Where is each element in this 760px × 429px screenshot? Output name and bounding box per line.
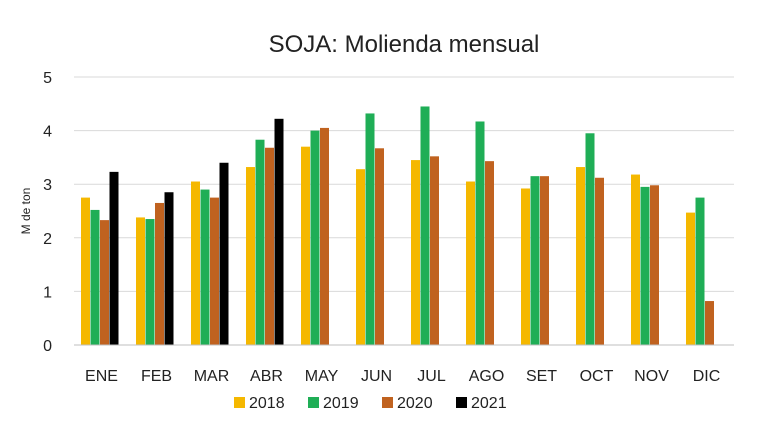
y-axis-label: M de ton [19, 188, 33, 235]
legend-label-2018: 2018 [249, 395, 285, 412]
bar-2020-ABR [265, 147, 274, 345]
legend-swatch-2019 [308, 397, 319, 408]
bar-2020-MAY [320, 127, 329, 345]
bar-2020-FEB [155, 202, 164, 345]
bar-2020-OCT [595, 177, 604, 345]
bar-2019-AGO [475, 121, 485, 345]
bar-2020-SET [540, 176, 549, 345]
x-tick-DIC: DIC [693, 368, 721, 385]
bar-2018-JUL [411, 160, 420, 345]
bar-2020-ENE [100, 220, 109, 345]
bar-2020-DIC [705, 301, 714, 345]
x-tick-JUL: JUL [417, 368, 446, 385]
legend-item-2019: 2019 [308, 395, 359, 412]
bar-2018-JUN [356, 169, 365, 345]
x-tick-SET: SET [526, 368, 557, 385]
x-tick-JUN: JUN [361, 368, 392, 385]
y-tick-2: 2 [43, 231, 52, 248]
bar-2019-OCT [585, 133, 595, 345]
legend-swatch-2018 [234, 397, 245, 408]
legend-label-2020: 2020 [397, 395, 433, 412]
bar-2018-AGO [466, 181, 475, 345]
bar-2018-MAY [301, 146, 310, 345]
y-tick-0: 0 [43, 338, 52, 355]
bar-2019-ABR [255, 139, 265, 345]
y-tick-3: 3 [43, 177, 52, 194]
chart-title: SOJA: Molienda mensual [269, 31, 540, 58]
bar-2021-ABR [274, 118, 284, 345]
legend: 2018 2019 2020 2021 [234, 395, 507, 412]
x-tick-ABR: ABR [250, 368, 283, 385]
bar-2018-NOV [631, 174, 640, 345]
bar-2019-MAY [310, 130, 320, 345]
bar-2019-JUL [420, 106, 430, 345]
y-tick-1: 1 [43, 284, 52, 301]
bar-2019-JUN [365, 113, 375, 345]
bar-2018-ABR [246, 167, 255, 345]
bar-2021-ENE [109, 171, 119, 345]
bars [81, 106, 714, 345]
legend-item-2020: 2020 [382, 395, 433, 412]
bar-2021-FEB [164, 192, 174, 345]
bar-2018-DIC [686, 212, 695, 345]
legend-swatch-2020 [382, 397, 393, 408]
y-tick-5: 5 [43, 70, 52, 87]
y-tick-4: 4 [43, 124, 52, 141]
legend-swatch-2021 [456, 397, 467, 408]
bar-2019-ENE [90, 209, 100, 345]
x-tick-NOV: NOV [634, 368, 669, 385]
x-tick-FEB: FEB [141, 368, 172, 385]
x-tick-labels: ENE FEB MAR ABR MAY JUN JUL AGO SET OCT NOV DIC [85, 368, 720, 385]
bar-2018-FEB [136, 217, 145, 345]
bar-2019-SET [530, 176, 540, 345]
legend-label-2021: 2021 [471, 395, 507, 412]
x-tick-OCT: OCT [580, 368, 614, 385]
bar-2019-MAR [200, 189, 210, 345]
legend-item-2021: 2021 [456, 395, 507, 412]
bar-2018-SET [521, 188, 530, 345]
bar-2019-FEB [145, 219, 155, 345]
bar-2018-OCT [576, 167, 585, 345]
legend-label-2019: 2019 [323, 395, 359, 412]
bar-2020-MAR [210, 197, 219, 345]
bar-2018-MAR [191, 181, 200, 345]
bar-2020-JUL [430, 156, 439, 345]
bar-2018-ENE [81, 197, 90, 345]
x-tick-ENE: ENE [85, 368, 118, 385]
x-tick-MAY: MAY [305, 368, 339, 385]
x-tick-MAR: MAR [194, 368, 230, 385]
bar-2019-NOV [640, 186, 650, 345]
bar-2019-DIC [695, 197, 705, 345]
gridlines [74, 76, 734, 292]
x-tick-AGO: AGO [469, 368, 505, 385]
bar-2020-JUN [375, 148, 384, 345]
legend-item-2018: 2018 [234, 395, 285, 412]
bar-2020-NOV [650, 185, 659, 345]
y-tick-labels: 0 1 2 3 4 5 [43, 70, 52, 355]
bar-2020-AGO [485, 161, 494, 345]
bar-2021-MAR [219, 162, 229, 345]
